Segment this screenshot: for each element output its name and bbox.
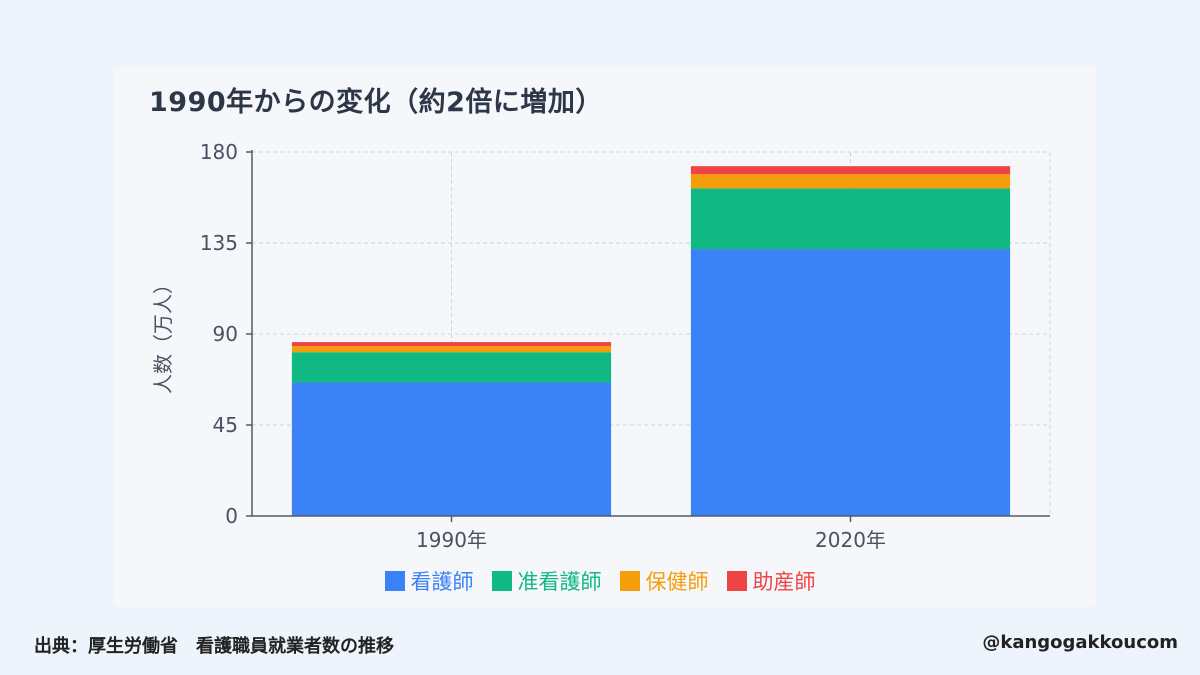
bar-segment xyxy=(690,174,1011,189)
legend-label: 看護師 xyxy=(410,570,474,594)
bar-segment xyxy=(291,382,612,516)
account-handle: @kangogakkoucom xyxy=(982,632,1178,653)
bar-segment xyxy=(291,342,612,347)
y-tick-label: 135 xyxy=(200,231,238,255)
legend-item: 准看護師 xyxy=(491,566,602,596)
legend-label: 准看護師 xyxy=(517,570,602,594)
axes: 0 45 90 135 180 1990年 2020年 人数（万人） xyxy=(151,140,1050,552)
x-tick-label: 1990年 xyxy=(416,528,487,552)
legend-swatch xyxy=(384,571,405,591)
y-tick-label: 180 xyxy=(200,140,238,164)
bar-segment xyxy=(690,166,1011,175)
legend-swatch xyxy=(726,571,747,591)
bar-segment xyxy=(690,249,1011,517)
x-tick-label: 2020年 xyxy=(815,528,886,552)
bar-segment xyxy=(690,188,1011,250)
legend: 看護師 准看護師 保健師 助産師 xyxy=(0,566,1200,596)
legend-item: 保健師 xyxy=(619,566,709,596)
y-axis-title: 人数（万人） xyxy=(151,274,175,394)
legend-swatch xyxy=(619,571,640,591)
bar-segment xyxy=(291,352,612,383)
bars xyxy=(291,166,1011,517)
legend-label: 保健師 xyxy=(645,570,709,594)
y-tick-label: 0 xyxy=(225,504,238,528)
legend-swatch xyxy=(491,571,512,591)
y-tick-label: 90 xyxy=(213,322,238,346)
source-note: 出典：厚生労働省 看護職員就業者数の推移 xyxy=(34,636,394,657)
legend-label: 助産師 xyxy=(752,570,816,594)
legend-item: 助産師 xyxy=(726,566,816,596)
bar-segment xyxy=(291,346,612,353)
chart-title: 1990年からの変化（約2倍に増加） xyxy=(149,87,603,118)
y-tick-label: 45 xyxy=(213,413,238,437)
legend-item: 看護師 xyxy=(384,566,474,596)
